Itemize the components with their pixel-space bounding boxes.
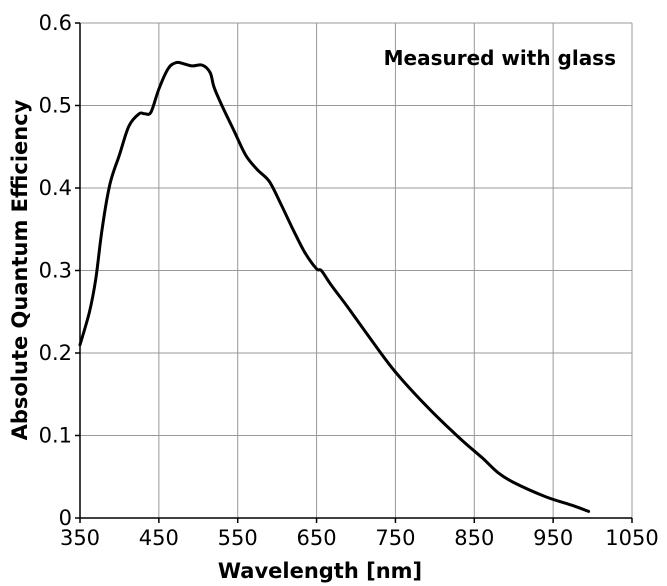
y-tick-label-0.4: 0.4 bbox=[39, 176, 72, 200]
x-tick-label-850: 850 bbox=[454, 526, 494, 550]
y-tick-label-0.5: 0.5 bbox=[39, 94, 72, 118]
y-tick-label-0: 0 bbox=[59, 506, 72, 530]
x-axis-label: Wavelength [nm] bbox=[218, 559, 422, 583]
y-tick-label-0.6: 0.6 bbox=[39, 11, 72, 35]
annotation-label: Measured with glass bbox=[384, 46, 616, 70]
x-tick-label-450: 450 bbox=[139, 526, 179, 550]
x-tick-label-550: 550 bbox=[218, 526, 258, 550]
tick-labels: 0 0.1 0.2 0.3 0.4 0.5 0.6 350 450 550 650 750 850 950… bbox=[39, 11, 659, 550]
y-tick-label-0.1: 0.1 bbox=[39, 424, 72, 448]
y-tick-label-0.2: 0.2 bbox=[39, 341, 72, 365]
x-tick-label-1050: 1050 bbox=[605, 526, 658, 550]
grid bbox=[79, 22, 633, 519]
x-tick-label-750: 750 bbox=[375, 526, 415, 550]
series-line-0 bbox=[78, 60, 591, 513]
x-tick-label-650: 650 bbox=[297, 526, 337, 550]
y-tick-label-0.3: 0.3 bbox=[39, 259, 72, 283]
x-tick-label-950: 950 bbox=[533, 526, 573, 550]
plot-area bbox=[78, 60, 591, 513]
y-axis-label: Absolute Quantum Efficiency bbox=[8, 99, 32, 440]
x-tick-label-350: 350 bbox=[60, 526, 100, 550]
